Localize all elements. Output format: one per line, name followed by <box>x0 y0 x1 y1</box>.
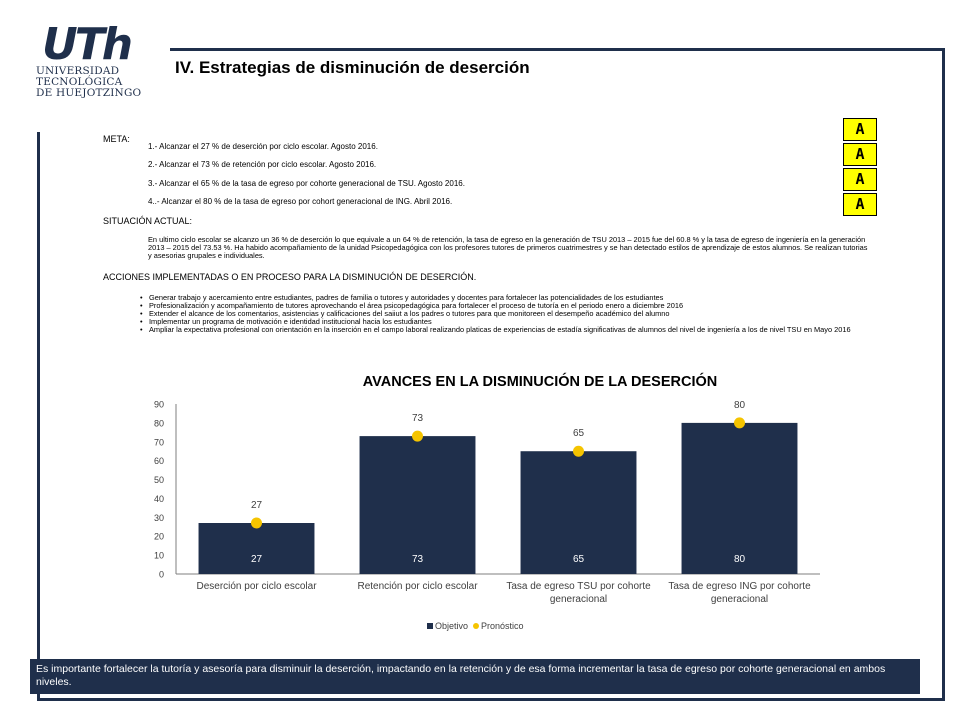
page-title: IV. Estrategias de disminución de deserc… <box>175 58 530 77</box>
frame-left-border <box>37 132 40 700</box>
forecast-point <box>573 445 584 457</box>
forecast-point <box>412 430 423 442</box>
forecast-point <box>734 417 745 429</box>
legend-label-pronostico: Pronóstico <box>481 621 524 631</box>
y-tick-label: 10 <box>154 551 164 561</box>
meta-item-2: 2.- Alcanzar el 73 % de retención por ci… <box>148 160 377 169</box>
y-tick-label: 30 <box>154 513 164 523</box>
x-tick-label: Retención por ciclo escolar <box>357 581 478 592</box>
meta-item-4: 4..- Alcanzar el 80 % de la tasa de egre… <box>148 197 453 206</box>
y-tick-label: 70 <box>154 437 164 447</box>
bar <box>198 523 315 574</box>
list-item: Extender el alcance de los comentarios, … <box>140 310 860 319</box>
forecast-data-label: 27 <box>251 500 263 511</box>
bar-chart: 0 10 20 30 40 50 60 70 80 90 27 27 Deserción por cic… <box>154 400 820 631</box>
university-logo: UTh UNIVERSIDAD TECNOLÓGICA DE HUEJOTZIN… <box>36 19 146 104</box>
x-tick-label: Tasa de egreso ING por cohorte <box>668 581 811 592</box>
situacion-label: SITUACIÓN ACTUAL: <box>103 216 193 226</box>
y-tick-label: 0 <box>159 570 164 580</box>
meta-label: META: <box>103 134 130 144</box>
status-badge: A <box>843 168 877 191</box>
conclusion-box: Es importante fortalecer la tutoría y as… <box>30 659 920 694</box>
y-tick-label: 90 <box>154 400 164 410</box>
bar-data-label: 80 <box>734 554 746 565</box>
bar-data-label: 27 <box>251 554 263 565</box>
legend-swatch-pronostico <box>473 623 479 629</box>
forecast-data-label: 65 <box>573 428 585 439</box>
forecast-point <box>251 517 262 529</box>
list-item: Generar trabajo y acercamiento entre est… <box>140 294 860 303</box>
frame-top-border <box>170 48 945 51</box>
status-badge: A <box>843 118 877 141</box>
y-tick-label: 50 <box>154 475 164 485</box>
bar-data-label: 65 <box>573 554 585 565</box>
logo-line-1: UNIVERSIDAD <box>36 65 120 77</box>
bar-data-label: 73 <box>412 554 424 565</box>
y-tick-label: 20 <box>154 532 164 542</box>
status-badge: A <box>843 193 877 216</box>
logo-mark: UTh <box>42 19 133 70</box>
situacion-text: En ultimo ciclo escolar se alcanzo un 36… <box>148 235 868 260</box>
acciones-list: Generar trabajo y acercamiento entre est… <box>140 294 860 335</box>
chart-title: AVANCES EN LA DISMINUCIÓN DE LA DESERCIÓ… <box>362 374 718 390</box>
x-tick-label: generacional <box>550 594 607 605</box>
list-item: Implementar un programa de motivación e … <box>140 318 860 327</box>
bar <box>520 451 637 574</box>
x-tick-label: generacional <box>711 594 768 605</box>
list-item: Profesionalización y acompañamiento de t… <box>140 302 860 311</box>
status-badge: A <box>843 143 877 166</box>
x-tick-label: Deserción por ciclo escolar <box>196 581 317 592</box>
y-tick-label: 80 <box>154 418 164 428</box>
bar <box>681 422 798 574</box>
y-tick-label: 40 <box>154 494 164 504</box>
bar <box>359 436 476 574</box>
forecast-data-label: 73 <box>412 413 424 424</box>
frame-right-border <box>942 48 945 700</box>
forecast-data-label: 80 <box>734 400 746 411</box>
list-item: Ampliar la expectativa profesional con o… <box>140 326 860 335</box>
x-tick-label: Tasa de egreso TSU por cohorte <box>506 581 651 592</box>
logo-line-2: TECNOLÓGICA <box>36 76 123 88</box>
status-badges: A A A A <box>843 118 877 218</box>
acciones-label: ACCIONES IMPLEMENTADAS O EN PROCESO PARA… <box>103 272 477 282</box>
frame-bottom-border <box>37 698 945 701</box>
meta-item-3: 3.- Alcanzar el 65 % de la tasa de egres… <box>148 179 465 188</box>
y-tick-label: 60 <box>154 456 164 466</box>
legend-label-objetivo: Objetivo <box>435 621 468 631</box>
legend-swatch-objetivo <box>427 623 433 629</box>
logo-line-3: DE HUEJOTZINGO <box>36 87 142 99</box>
meta-item-1: 1.- Alcanzar el 27 % de deserción por ci… <box>148 142 378 151</box>
